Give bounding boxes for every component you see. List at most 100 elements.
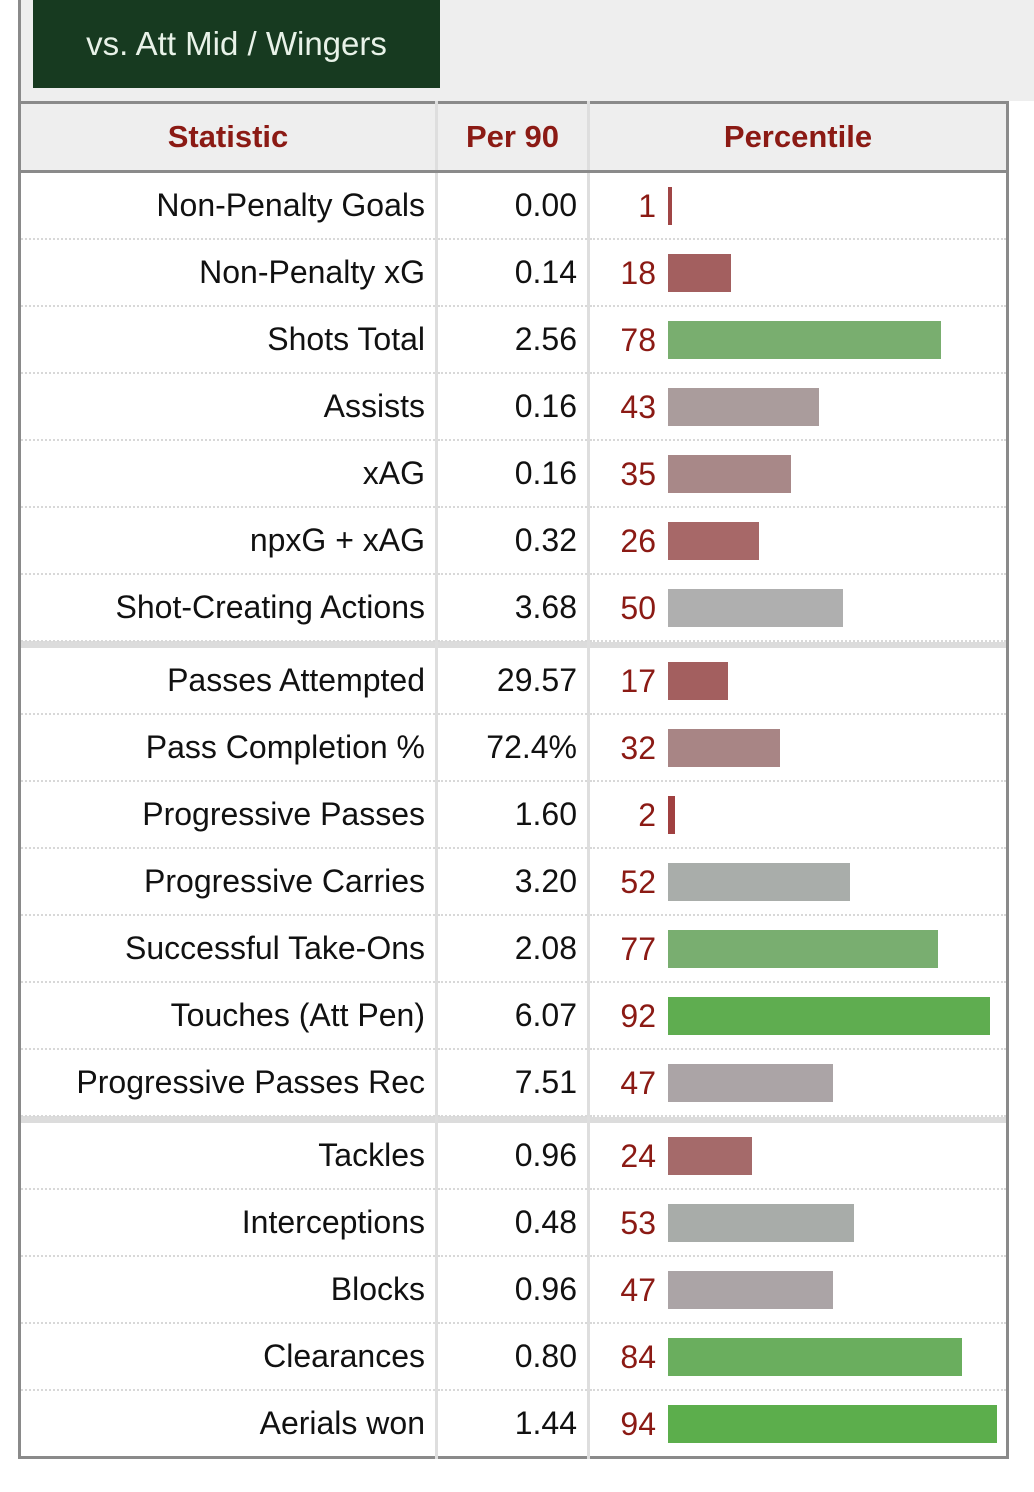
percentile-value: 24	[620, 1137, 656, 1174]
per90-value: 2.56	[436, 306, 590, 374]
stat-name: Clearances	[19, 1323, 438, 1391]
stat-name: Shot-Creating Actions	[19, 574, 438, 642]
table-row: Shot-Creating Actions 3.68 50	[19, 574, 1008, 642]
table-row: Progressive Passes Rec 7.51 47	[19, 1049, 1008, 1117]
percentile-cell: 2	[588, 781, 1008, 849]
per90-value: 0.80	[436, 1323, 590, 1391]
table-row: Progressive Passes 1.60 2	[19, 781, 1008, 849]
percentile-bar	[668, 1405, 997, 1444]
per90-value: 0.16	[436, 373, 590, 441]
percentile-value: 50	[620, 589, 656, 626]
percentile-bar	[668, 796, 675, 835]
table-row: Pass Completion % 72.4% 32	[19, 714, 1008, 782]
percentile-cell: 78	[588, 306, 1008, 374]
per90-value: 0.32	[436, 507, 590, 575]
per90-value: 7.51	[436, 1049, 590, 1117]
stat-name: Aerials won	[19, 1390, 438, 1458]
per90-value: 1.44	[436, 1390, 590, 1458]
percentile-cell: 47	[588, 1049, 1008, 1117]
table-row: Shots Total 2.56 78	[19, 306, 1008, 374]
table-row: Blocks 0.96 47	[19, 1256, 1008, 1324]
percentile-cell: 84	[588, 1323, 1008, 1391]
percentile-bar	[668, 863, 850, 902]
stat-name: Non-Penalty Goals	[19, 171, 438, 240]
per90-value: 0.48	[436, 1189, 590, 1257]
stat-name: Touches (Att Pen)	[19, 982, 438, 1050]
table-row: Successful Take-Ons 2.08 77	[19, 915, 1008, 983]
percentile-bar	[668, 729, 780, 768]
table-row: Progressive Carries 3.20 52	[19, 848, 1008, 916]
percentile-cell: 94	[589, 1390, 1008, 1458]
percentile-cell: 32	[588, 714, 1008, 782]
percentile-bar	[668, 997, 990, 1036]
stat-name: Tackles	[19, 1123, 438, 1190]
percentile-cell: 53	[588, 1189, 1008, 1257]
table-row: Tackles 0.96 24	[19, 1123, 1008, 1190]
percentile-cell: 17	[588, 648, 1008, 715]
percentile-bar	[668, 662, 728, 701]
per90-value: 0.96	[436, 1123, 590, 1190]
table-row: Passes Attempted 29.57 17	[19, 648, 1008, 715]
stat-name: xAG	[19, 440, 438, 508]
percentile-bar	[668, 388, 819, 427]
percentile-cell: 50	[588, 574, 1008, 642]
percentile-value: 92	[620, 997, 656, 1034]
stat-name: Progressive Passes Rec	[19, 1049, 438, 1117]
stat-name: Shots Total	[19, 306, 438, 374]
stat-name: Progressive Passes	[19, 781, 438, 849]
table-row: Assists 0.16 43	[19, 373, 1008, 441]
percentile-value: 47	[620, 1271, 656, 1308]
percentile-value: 18	[620, 254, 656, 291]
percentile-value: 84	[620, 1338, 656, 1375]
percentile-value: 78	[620, 321, 656, 358]
percentile-bar	[668, 589, 843, 628]
table-row: Clearances 0.80 84	[19, 1323, 1008, 1391]
table-row: Non-Penalty xG 0.14 18	[19, 239, 1008, 307]
stat-name: Successful Take-Ons	[19, 915, 438, 983]
stat-name: Pass Completion %	[19, 714, 438, 782]
percentile-bar	[668, 1204, 854, 1243]
percentile-value: 1	[638, 187, 656, 224]
stat-name: Passes Attempted	[19, 648, 438, 715]
percentile-value: 94	[620, 1405, 656, 1442]
percentile-bar	[668, 455, 791, 494]
table-row: Touches (Att Pen) 6.07 92	[19, 982, 1008, 1050]
per90-value: 0.16	[436, 440, 590, 508]
table-row: Interceptions 0.48 53	[19, 1189, 1008, 1257]
per90-value: 2.08	[436, 915, 590, 983]
per90-value: 72.4%	[436, 714, 590, 782]
percentile-table: Statistic Per 90 Percentile Non-Penalty …	[18, 101, 1009, 1459]
percentile-bar	[668, 254, 731, 293]
percentile-bar	[668, 1338, 962, 1377]
percentile-cell: 35	[588, 440, 1008, 508]
table-row: npxG + xAG 0.32 26	[19, 507, 1008, 575]
percentile-value: 26	[620, 522, 656, 559]
per90-value: 0.14	[436, 239, 590, 307]
percentile-cell: 77	[588, 915, 1008, 983]
percentile-cell: 24	[588, 1123, 1008, 1190]
table-row: Aerials won 1.44 94	[19, 1390, 1008, 1458]
per90-value: 29.57	[436, 648, 590, 715]
stat-name: Blocks	[19, 1256, 438, 1324]
per90-value: 3.20	[436, 848, 590, 916]
tab-vs-att-mid-wingers[interactable]: vs. Att Mid / Wingers	[33, 0, 440, 88]
percentile-bar	[668, 187, 672, 226]
group-separator	[19, 641, 1008, 648]
percentile-bar	[668, 522, 759, 561]
table-row: xAG 0.16 35	[19, 440, 1008, 508]
percentile-value: 53	[620, 1204, 656, 1241]
percentile-bar	[668, 1064, 833, 1103]
percentile-cell: 18	[588, 239, 1008, 307]
percentile-cell: 92	[588, 982, 1008, 1050]
percentile-cell: 47	[588, 1256, 1008, 1324]
percentile-bar	[668, 321, 941, 360]
percentile-cell: 52	[588, 848, 1008, 916]
header-statistic: Statistic	[19, 102, 438, 173]
percentile-cell: 26	[588, 507, 1008, 575]
percentile-value: 52	[620, 863, 656, 900]
percentile-bar	[668, 1271, 833, 1310]
header-per90: Per 90	[436, 102, 590, 173]
percentile-cell: 1	[588, 171, 1008, 240]
percentile-value: 77	[620, 930, 656, 967]
stat-name: Assists	[19, 373, 438, 441]
